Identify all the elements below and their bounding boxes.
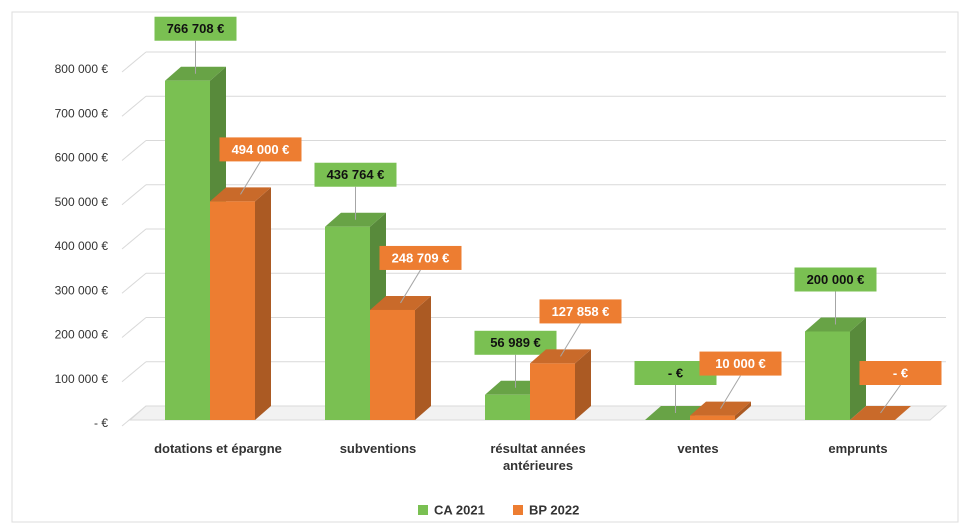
bar-side [255,187,271,420]
y-tick-label: 200 000 € [55,328,109,342]
y-tick-label: 600 000 € [55,151,109,165]
data-label: - € [668,365,683,380]
legend-swatch [513,505,523,515]
grid-tick [121,140,147,161]
bar [370,309,415,420]
grid-tick [121,228,147,250]
leader-line [560,323,581,357]
grid-tick [121,361,147,383]
leader-line [240,161,261,195]
data-label-box [699,351,782,376]
bar [165,80,210,420]
data-label: - € [893,365,908,380]
data-label: 10 000 € [715,356,766,371]
legend-swatch [418,505,428,515]
data-label-box [474,330,557,355]
y-tick-label: 700 000 € [55,106,109,120]
grid-tick [121,95,147,117]
leader-line [720,375,741,409]
x-tick-label: ventes [677,441,719,456]
x-tick-label: subventions [339,441,417,456]
legend-label: BP 2022 [529,502,579,517]
grid-tick [121,51,147,73]
y-tick-label: - € [94,416,108,430]
x-tick-label: dotations et épargne [154,441,282,456]
grid-tick [121,272,147,294]
data-label: 494 000 € [232,142,290,157]
bar-side [415,295,431,420]
y-tick-label: 300 000 € [55,283,109,297]
bar-side [735,401,751,420]
y-tick-label: 400 000 € [55,239,109,253]
bar-side [850,317,866,420]
data-label-box [794,267,877,292]
data-label-box [154,16,237,41]
data-label: 248 709 € [392,250,450,265]
bar [210,201,255,420]
bar [485,394,530,420]
data-label: 436 764 € [327,167,385,182]
y-tick-label: 500 000 € [55,195,109,209]
data-label: 127 858 € [552,304,610,319]
data-label: 200 000 € [807,272,865,287]
bar [805,331,850,420]
chart-border [11,11,959,523]
bar-side [575,349,591,420]
legend-label: CA 2021 [434,502,485,517]
bar [530,363,575,420]
data-label-box [539,299,622,324]
bar [690,415,735,420]
y-tick-label: 100 000 € [55,372,109,386]
data-label-box [859,361,942,385]
grid-tick [121,317,147,338]
data-label: 766 708 € [167,21,225,36]
x-tick-label: emprunts [828,441,888,456]
x-tick-label: résultat années antérieures [490,441,586,473]
y-tick-label: 800 000 € [55,62,109,76]
leader-line [880,384,901,414]
leader-line [400,269,421,304]
grid-tick [121,184,147,206]
data-label: 56 989 € [490,335,541,350]
bar [325,226,370,420]
data-label-box [219,137,302,162]
data-label-box [314,162,397,187]
data-label-box [379,245,462,270]
